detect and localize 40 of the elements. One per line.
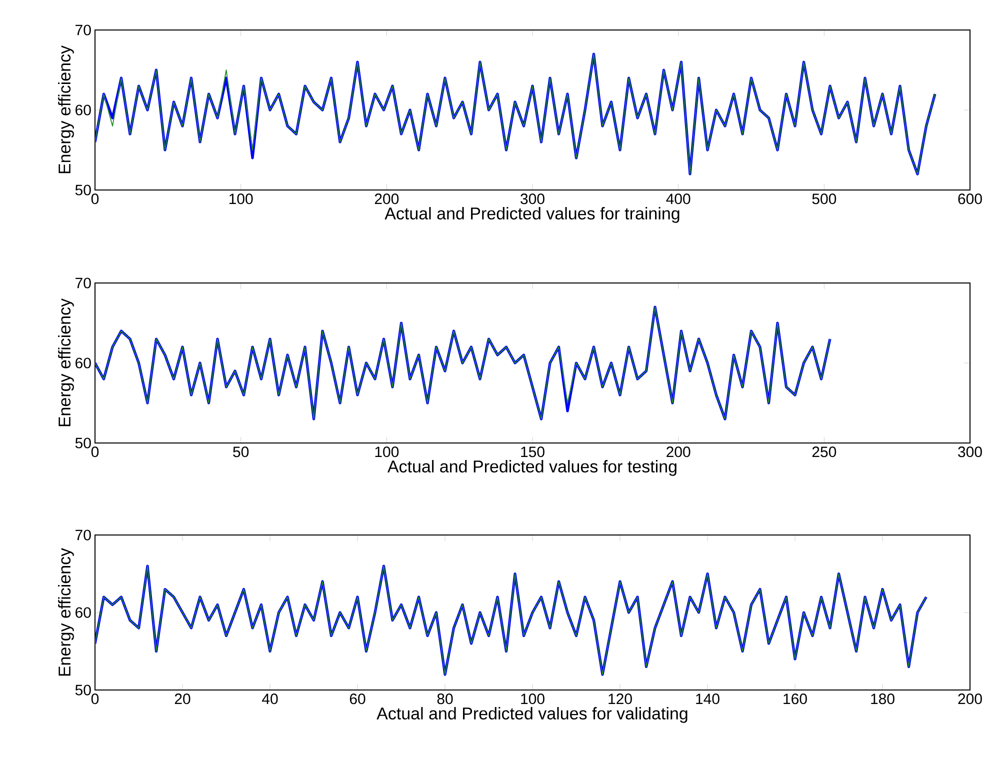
y-axis-title: Energy efficiency xyxy=(58,45,74,174)
x-tick-label: 180 xyxy=(871,694,894,704)
x-tick-label: 140 xyxy=(696,694,720,704)
x-tick-label: 20 xyxy=(174,694,190,704)
x-tick-label: 300 xyxy=(520,194,544,204)
x-tick-label: 300 xyxy=(958,446,982,458)
x-tick-label: 50 xyxy=(233,446,249,458)
x-tick-label: 40 xyxy=(262,694,278,704)
y-tick-label: 60 xyxy=(76,104,91,116)
x-tick-label: 100 xyxy=(375,446,399,458)
x-tick-label: 100 xyxy=(229,194,253,204)
x-tick-label: 100 xyxy=(521,694,544,704)
x-tick-label: 200 xyxy=(374,194,399,204)
x-axis-title: Actual and Predicted values for training xyxy=(384,207,680,223)
y-tick-label: 60 xyxy=(76,607,91,618)
x-tick-label: 0 xyxy=(91,194,99,204)
y-tick-label: 70 xyxy=(76,530,91,540)
x-tick-label: 250 xyxy=(812,446,836,458)
x-tick-label: 80 xyxy=(437,694,453,704)
x-tick-label: 200 xyxy=(958,694,982,704)
y-axis-title: Energy efficiency xyxy=(58,548,74,676)
x-tick-label: 500 xyxy=(812,194,836,204)
y-tick-label: 70 xyxy=(76,24,91,36)
x-tick-label: 600 xyxy=(958,194,982,204)
x-tick-label: 0 xyxy=(91,694,99,704)
y-tick-label: 50 xyxy=(75,684,91,696)
x-tick-label: 60 xyxy=(350,694,366,704)
y-tick-label: 60 xyxy=(76,358,91,368)
x-tick-label: 400 xyxy=(666,194,690,204)
x-axis-title: Actual and Predicted values for testing xyxy=(387,460,676,476)
y-tick-label: 70 xyxy=(76,278,91,288)
x-tick-label: 120 xyxy=(608,694,632,704)
x-axis-title: Actual and Predicted values for validating xyxy=(376,707,688,723)
y-tick-label: 50 xyxy=(75,184,91,196)
y-axis-title: Energy efficiency xyxy=(58,298,74,426)
y-tick-label: 50 xyxy=(75,438,91,448)
x-tick-label: 0 xyxy=(91,446,99,458)
x-tick-label: 160 xyxy=(784,694,807,704)
x-tick-label: 150 xyxy=(521,446,544,458)
x-tick-label: 200 xyxy=(666,446,690,458)
